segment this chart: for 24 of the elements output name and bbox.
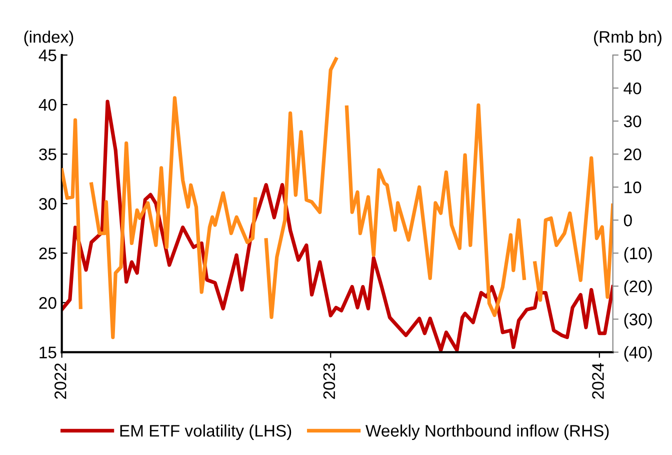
- y2-tick-label: 40: [624, 82, 642, 94]
- y2-tick-label: 20: [624, 148, 642, 160]
- y-tick-label: 25: [39, 248, 56, 260]
- y2-tick-label: (40): [624, 346, 652, 362]
- y-tick-label: 30: [39, 198, 56, 210]
- y2-tick-label: 30: [624, 115, 642, 128]
- y2-tick-label: 10: [624, 182, 642, 194]
- y-tick-label: 15: [40, 346, 56, 358]
- y-tick-label: 20: [39, 297, 56, 309]
- y-axis-title: (index): [24, 30, 74, 46]
- y-tick-label: 35: [39, 148, 56, 160]
- y2-tick-label: (30): [624, 313, 652, 329]
- x-tick-label: 2023: [323, 363, 336, 399]
- y2-tick-label: (10): [624, 247, 652, 263]
- y2-axis-title: (Rmb bn): [594, 30, 662, 46]
- y-tick-label: 40: [38, 98, 56, 111]
- y2-tick-label: 0: [624, 214, 632, 226]
- y-tick-label: 45: [38, 50, 56, 62]
- legend-label: Weekly Northbound inflow (RHS): [366, 424, 609, 440]
- legend-label: EM ETF volatility (LHS): [120, 424, 292, 440]
- x-tick-label: 2024: [592, 363, 604, 399]
- x-tick-label: 2022: [54, 363, 66, 399]
- y2-tick-label: (20): [624, 280, 652, 296]
- y2-tick-label: 50: [624, 49, 642, 62]
